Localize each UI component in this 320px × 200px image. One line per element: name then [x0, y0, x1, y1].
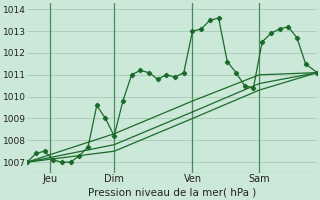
X-axis label: Pression niveau de la mer( hPa ): Pression niveau de la mer( hPa ) — [88, 187, 256, 197]
